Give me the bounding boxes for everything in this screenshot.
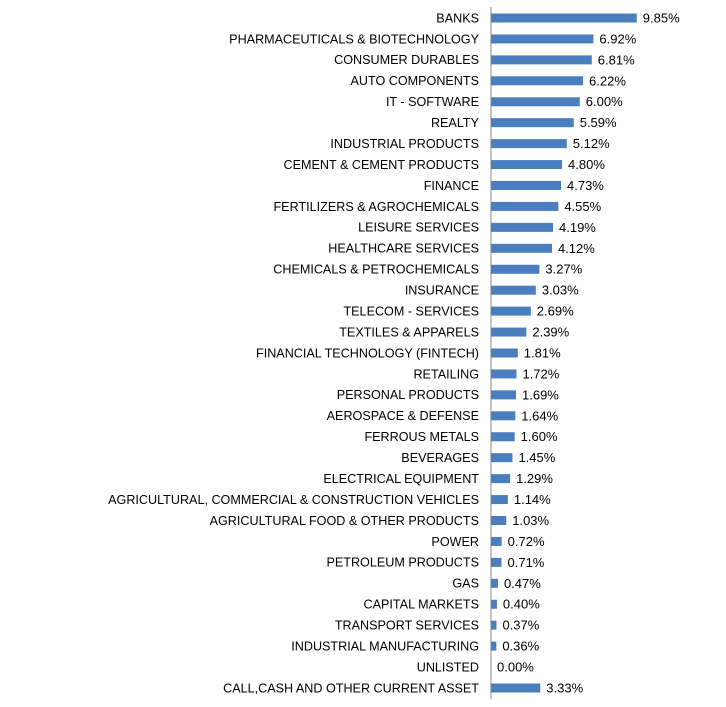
category-label: BANKS <box>436 11 479 25</box>
category-label: TEXTILES & APPARELS <box>339 325 479 339</box>
value-label: 2.39% <box>532 325 569 340</box>
category-label: HEALTHCARE SERVICES <box>328 242 479 256</box>
category-label: UNLISTED <box>417 660 479 674</box>
bar <box>491 306 531 316</box>
bar <box>491 557 502 567</box>
bar <box>491 118 574 128</box>
category-label: AUTO COMPONENTS <box>350 74 479 88</box>
value-label: 1.45% <box>518 450 555 465</box>
category-label: FERROUS METALS <box>364 430 479 444</box>
bar <box>491 34 594 44</box>
value-label: 1.03% <box>512 513 549 528</box>
bar <box>491 181 562 190</box>
category-label: RETAILING <box>413 367 479 381</box>
value-label: 6.00% <box>586 94 623 109</box>
category-label: PERSONAL PRODUCTS <box>337 388 479 402</box>
bar <box>491 97 580 107</box>
bar <box>491 222 554 232</box>
value-label: 2.69% <box>537 304 574 319</box>
category-label: INDUSTRIAL MANUFACTURING <box>291 639 479 653</box>
category-label: TRANSPORT SERVICES <box>335 619 479 633</box>
value-label: 0.72% <box>508 534 545 549</box>
bar <box>491 139 567 149</box>
category-label: FERTILIZERS & AGROCHEMICALS <box>273 200 479 214</box>
value-label: 1.29% <box>516 471 553 486</box>
bar <box>491 160 563 170</box>
value-label: 3.03% <box>542 283 579 298</box>
value-label: 5.59% <box>580 115 617 130</box>
bar <box>491 390 517 400</box>
value-label: 4.73% <box>567 178 604 193</box>
value-label: 4.80% <box>568 157 605 172</box>
category-label: AEROSPACE & DEFENSE <box>327 409 479 423</box>
bar <box>491 432 515 442</box>
bar <box>491 495 508 505</box>
value-label: 0.71% <box>508 555 545 570</box>
value-label: 1.64% <box>521 408 558 423</box>
category-label: REALTY <box>431 116 480 130</box>
bar <box>491 683 541 693</box>
value-label: 3.27% <box>545 262 582 277</box>
value-label: 0.00% <box>497 660 534 675</box>
category-label: LEISURE SERVICES <box>358 221 479 235</box>
bar <box>491 201 559 211</box>
value-label: 4.19% <box>559 220 596 235</box>
value-label: 0.37% <box>502 618 539 633</box>
category-label: TELECOM - SERVICES <box>343 304 479 318</box>
value-label: 0.47% <box>504 576 541 591</box>
bar <box>491 348 518 358</box>
bar <box>491 264 540 274</box>
category-label: BEVERAGES <box>401 451 479 465</box>
bar <box>491 516 507 525</box>
category-label: FINANCE <box>424 179 479 193</box>
bar <box>491 578 498 588</box>
category-label: AGRICULTURAL, COMMERCIAL & CONSTRUCTION … <box>108 493 479 507</box>
category-label: PETROLEUM PRODUCTS <box>326 556 479 570</box>
value-label: 6.92% <box>599 31 636 46</box>
bar <box>491 641 497 651</box>
bar <box>491 327 527 337</box>
category-label: CHEMICALS & PETROCHEMICALS <box>273 263 479 277</box>
category-label: INDUSTRIAL PRODUCTS <box>330 137 479 151</box>
category-label: CAPITAL MARKETS <box>364 598 479 612</box>
bar <box>491 243 552 253</box>
bar <box>491 620 497 630</box>
category-label: POWER <box>431 535 479 549</box>
bar <box>491 474 511 484</box>
bar <box>491 76 584 86</box>
bar <box>491 55 592 65</box>
value-label: 1.60% <box>521 429 558 444</box>
category-label: PHARMACEUTICALS & BIOTECHNOLOGY <box>229 32 479 46</box>
category-label: FINANCIAL TECHNOLOGY (FINTECH) <box>256 346 479 360</box>
category-label: CALL,CASH AND OTHER CURRENT ASSET <box>223 681 479 695</box>
value-label: 5.12% <box>573 136 610 151</box>
bar <box>491 536 502 546</box>
value-label: 4.12% <box>558 241 595 256</box>
category-label: ELECTRICAL EQUIPMENT <box>323 472 479 486</box>
value-label: 6.22% <box>589 73 626 88</box>
value-label: 0.36% <box>502 639 539 654</box>
bar <box>491 599 497 609</box>
category-label: AGRICULTURAL FOOD & OTHER PRODUCTS <box>210 514 479 528</box>
category-label: GAS <box>452 577 479 591</box>
value-label: 1.72% <box>522 366 559 381</box>
value-label: 1.69% <box>522 387 559 402</box>
value-label: 4.55% <box>564 199 601 214</box>
bar <box>491 369 517 379</box>
value-label: 6.81% <box>598 52 635 67</box>
value-label: 9.85% <box>643 10 680 25</box>
category-label: IT - SOFTWARE <box>386 95 479 109</box>
category-label: CONSUMER DURABLES <box>334 53 479 67</box>
value-label: 3.33% <box>546 680 583 695</box>
value-label: 0.40% <box>503 597 540 612</box>
value-label: 1.14% <box>514 492 551 507</box>
category-label: CEMENT & CEMENT PRODUCTS <box>284 158 479 172</box>
value-label: 1.81% <box>524 345 561 360</box>
bar <box>491 13 637 23</box>
bar <box>491 285 536 295</box>
category-label: INSURANCE <box>405 284 479 298</box>
bar <box>491 411 516 421</box>
bar <box>491 453 513 463</box>
